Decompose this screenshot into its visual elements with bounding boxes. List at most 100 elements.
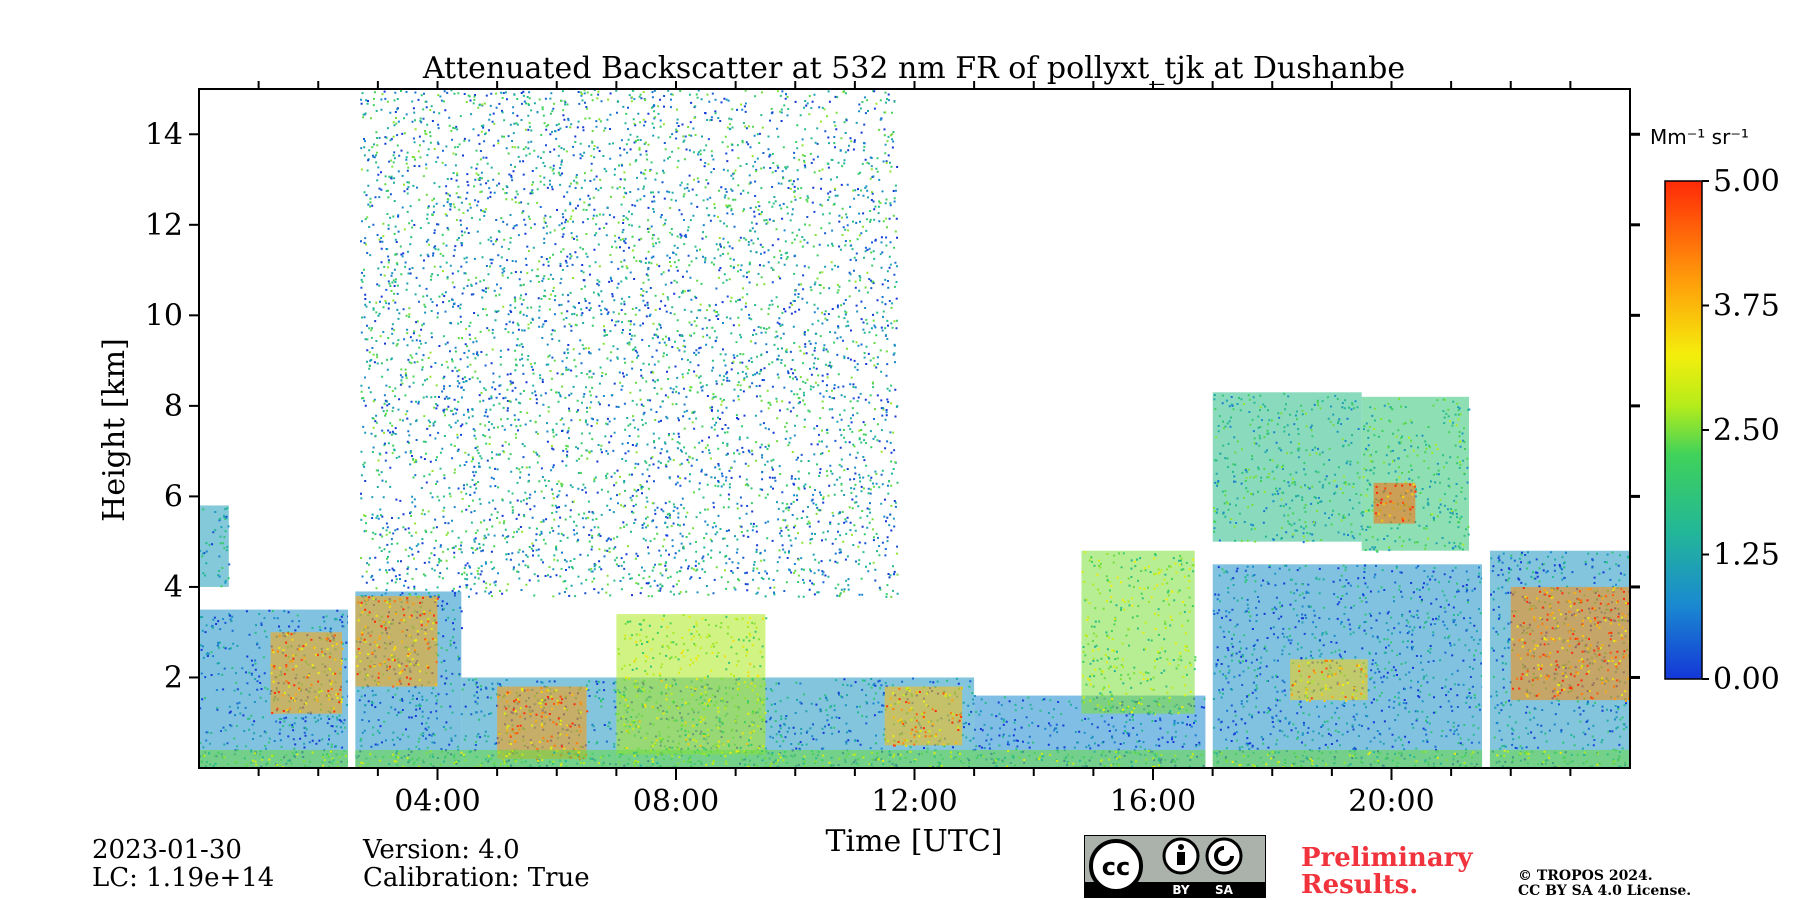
speckle-points <box>1096 704 1099 707</box>
speckle-points <box>542 736 545 739</box>
speckle-points <box>950 712 952 715</box>
speckle-points <box>320 690 323 692</box>
speckle-points <box>304 643 307 646</box>
speckle-points <box>376 105 805 598</box>
speckle-points <box>413 649 416 652</box>
region-fill <box>1510 586 1630 701</box>
speckle-points <box>921 712 923 715</box>
speckle-points <box>623 678 626 681</box>
speckle-points <box>1419 492 1422 494</box>
speckle-points <box>1575 671 1578 674</box>
speckle-points <box>1091 735 1094 738</box>
speckle-points <box>1304 521 1307 524</box>
speckle-points <box>1329 660 1332 663</box>
speckle-points <box>278 718 281 721</box>
speckle-points <box>202 552 205 555</box>
speckle-points <box>1319 407 1322 410</box>
speckle-points <box>340 662 343 665</box>
speckle-points <box>1140 697 1143 700</box>
speckle-points <box>1120 606 1123 609</box>
speckle-points <box>769 765 772 768</box>
speckle-points <box>1614 656 1617 659</box>
speckle-points <box>385 93 890 494</box>
preliminary-line-1: Preliminary <box>1301 843 1473 873</box>
speckle-points <box>409 169 731 596</box>
speckle-points <box>1544 593 1547 596</box>
speckle-points <box>425 639 428 642</box>
speckle-points <box>327 756 330 759</box>
speckle-points <box>1447 690 1450 693</box>
speckle-points <box>764 683 767 686</box>
speckle-points <box>378 106 867 580</box>
speckle-points <box>205 542 208 545</box>
speckle-points <box>670 641 673 644</box>
speckle-points <box>1230 518 1233 520</box>
speckle-points <box>1621 694 1623 697</box>
speckle-points <box>375 145 844 593</box>
speckle-points <box>1562 666 1565 669</box>
speckle-points <box>1141 729 1144 732</box>
speckle-points <box>574 748 577 751</box>
speckle-points <box>246 682 249 685</box>
speckle-points <box>1541 622 1544 625</box>
speckle-points <box>1431 513 1433 516</box>
speckle-points <box>577 751 580 754</box>
speckle-points <box>484 139 735 435</box>
speckle-points <box>1131 715 1134 718</box>
speckle-points <box>406 95 888 597</box>
speckle-points <box>1181 624 1184 627</box>
speckle-points <box>683 350 687 562</box>
speckle-points <box>1526 653 1529 656</box>
speckle-points <box>330 750 333 753</box>
speckle-points <box>1084 551 1087 554</box>
speckle-points <box>1507 622 1510 625</box>
region-fill <box>199 749 1630 768</box>
speckle-points <box>518 728 521 731</box>
speckle-points <box>877 536 879 539</box>
region-fill <box>1081 550 1195 714</box>
speckle-points <box>1165 685 1168 688</box>
speckle-points <box>1140 570 1143 572</box>
speckle-points <box>384 118 865 595</box>
speckle-points <box>1415 434 1418 437</box>
speckle-points <box>1171 736 1174 739</box>
speckle-points <box>595 680 939 764</box>
speckle-points <box>1224 494 1227 497</box>
speckle-points <box>1128 677 1131 680</box>
speckle-points <box>1011 754 1014 757</box>
speckle-points <box>1338 683 1341 686</box>
speckle-points <box>1589 620 1592 623</box>
speckle-points <box>927 721 930 723</box>
speckle-points <box>948 694 951 697</box>
speckle-points <box>1327 417 1330 420</box>
speckle-points <box>377 183 746 571</box>
speckle-points <box>363 127 892 426</box>
speckle-points <box>898 687 901 690</box>
speckle-points <box>373 97 854 583</box>
speckle-points <box>1573 592 1576 595</box>
speckle-points <box>1356 664 1359 667</box>
speckle-points <box>902 722 905 725</box>
speckle-points <box>477 106 480 109</box>
speckle-points <box>694 644 697 647</box>
speckle-points <box>402 185 889 575</box>
speckle-points <box>923 711 926 714</box>
speckle-points <box>516 725 519 728</box>
speckle-points <box>366 108 880 593</box>
speckle-points <box>294 699 296 702</box>
cc-by-sa-license-badge: cc BY SA <box>1084 835 1266 898</box>
speckle-points <box>1092 657 1095 660</box>
speckle-points <box>1452 421 1454 424</box>
speckle-points <box>1365 675 1368 678</box>
x-tick-label: 08:00 <box>633 784 719 819</box>
speckle-points <box>1109 706 1112 709</box>
speckle-points <box>1164 573 1167 576</box>
speckle-points <box>1291 535 1294 538</box>
speckle-points <box>1173 599 1176 602</box>
speckle-points <box>675 643 678 646</box>
speckle-points <box>563 707 566 710</box>
speckle-points <box>460 751 463 754</box>
speckle-points <box>1409 686 1412 689</box>
speckle-points <box>1346 460 1349 463</box>
speckle-points <box>399 699 402 702</box>
